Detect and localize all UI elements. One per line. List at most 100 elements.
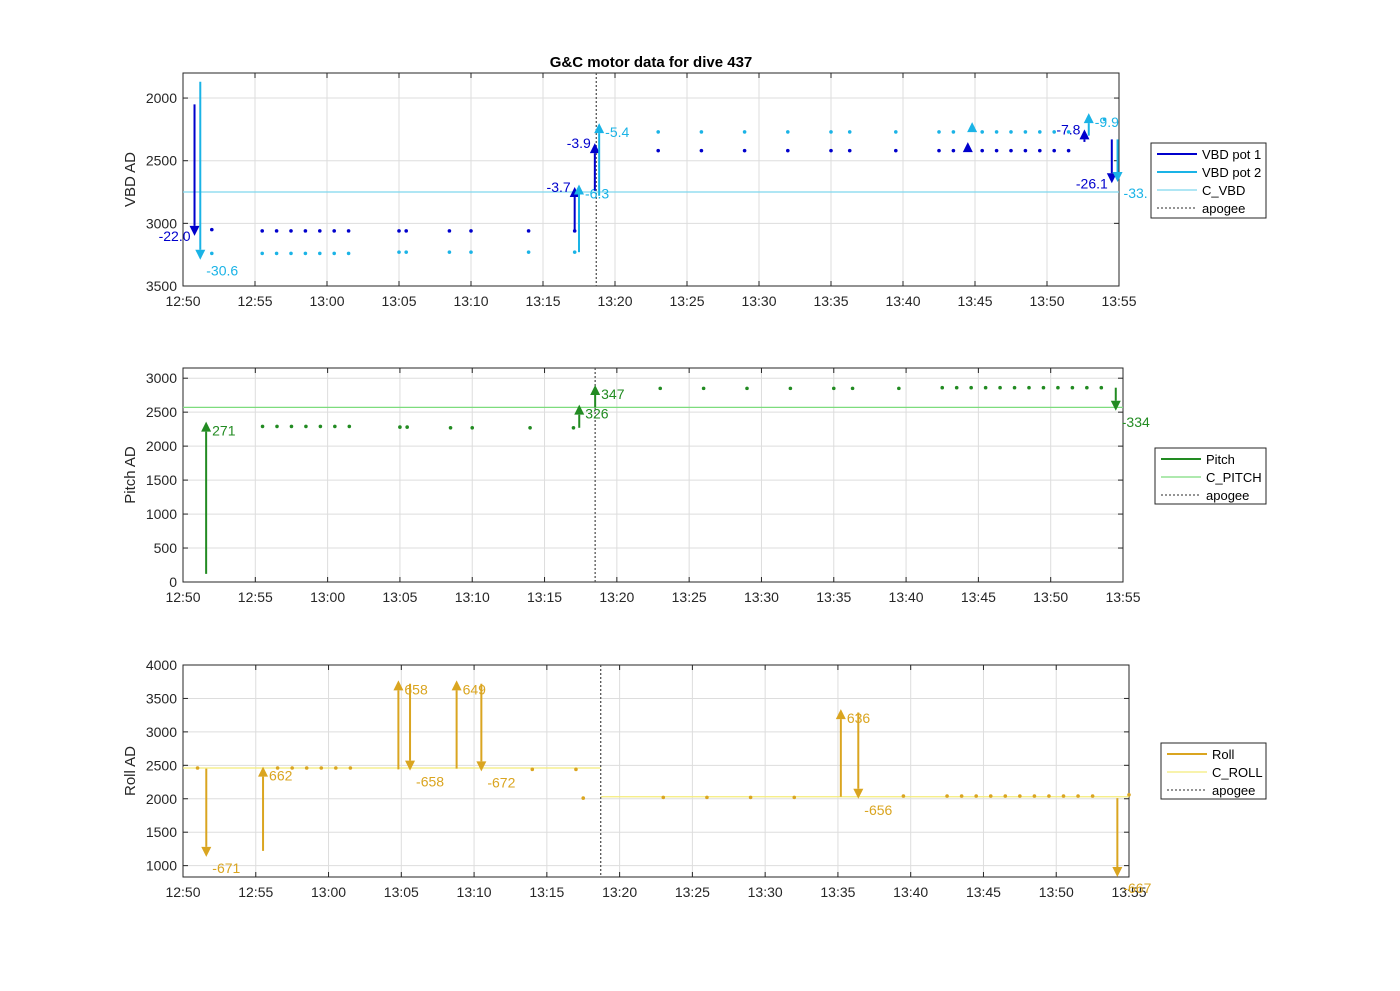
data-point: [1018, 794, 1022, 798]
data-point: [969, 385, 973, 390]
arrow-value-label: -30.6: [206, 263, 238, 279]
data-point: [319, 766, 324, 770]
data-point: [1066, 148, 1071, 153]
x-tick-label: 13:50: [1029, 293, 1064, 309]
data-point: [959, 794, 964, 798]
data-point: [701, 386, 706, 391]
x-tick-label: 13:40: [885, 293, 920, 309]
x-tick-label: 13:25: [672, 589, 707, 605]
data-point: [954, 385, 959, 390]
data-point: [1038, 130, 1042, 134]
data-point: [980, 148, 984, 153]
data-point: [347, 424, 352, 429]
data-point: [1102, 117, 1107, 122]
x-tick-label: 13:40: [893, 884, 928, 900]
data-point: [901, 794, 906, 798]
y-tick-label: 3500: [146, 690, 177, 706]
data-point: [748, 795, 753, 800]
motor-move-arrow-head: [1112, 172, 1123, 183]
x-tick-label: 13:25: [669, 293, 704, 309]
motor-move-arrow-head: [201, 421, 212, 432]
panel-1: 12:50 12:55 13:00 13:05 13:10 13:15 13:20 13:25…: [122, 54, 1267, 309]
arrow-value-label: -671: [212, 860, 240, 876]
x-tick-label: 13:00: [310, 589, 345, 605]
plot-area: [183, 665, 1129, 877]
data-point: [260, 251, 265, 256]
data-point: [658, 386, 663, 391]
y-tick-label: 3000: [146, 215, 177, 231]
x-tick-label: 13:10: [453, 293, 488, 309]
panel-3: 12:50 12:55 13:00 13:05 13:10 13:15 13:20 13:25…: [122, 657, 1267, 900]
legend-box: [1150, 142, 1267, 219]
data-point: [1023, 148, 1028, 153]
data-point: [1047, 794, 1051, 798]
y-tick-label: 3000: [146, 724, 177, 740]
arrow-value-label: 347: [601, 386, 625, 402]
y-tick-label: 0: [169, 574, 177, 590]
x-tick-label: 13:30: [744, 589, 779, 605]
data-point: [289, 251, 293, 256]
data-point: [998, 385, 1002, 390]
data-point: [530, 767, 535, 772]
data-point: [404, 229, 409, 233]
x-tick-label: 12:55: [237, 293, 272, 309]
motor-move-arrow-head: [1106, 173, 1117, 184]
x-tick-label: 13:05: [382, 589, 417, 605]
data-point: [974, 794, 978, 798]
motor-move-arrow-head: [201, 846, 212, 857]
data-point: [334, 766, 338, 770]
data-point: [528, 425, 532, 430]
data-point: [1003, 794, 1008, 798]
legend-label: C_PITCH: [1206, 470, 1262, 485]
arrow-value-label: 662: [269, 768, 293, 784]
data-point: [289, 229, 293, 233]
arrow-value-label: -6.3: [585, 186, 609, 202]
arrow-value-label: -656: [864, 802, 892, 818]
data-point: [1052, 148, 1056, 153]
plot-area: [183, 368, 1123, 582]
x-tick-label: 13:25: [675, 884, 710, 900]
x-tick-label: 13:05: [384, 884, 419, 900]
y-tick-label: 2000: [146, 90, 177, 106]
data-point: [742, 148, 747, 153]
x-tick-label: 13:35: [813, 293, 848, 309]
data-point: [1076, 794, 1080, 798]
data-point: [572, 250, 577, 254]
x-tick-label: 12:55: [238, 589, 273, 605]
arrow-value-label: -3.7: [547, 179, 571, 195]
motor-move-arrow-head: [574, 404, 585, 415]
legend-label: Roll: [1212, 747, 1235, 762]
legend-label: C_ROLL: [1212, 765, 1263, 780]
legend-label: C_VBD: [1202, 183, 1245, 198]
x-tick-label: 13:50: [1033, 589, 1068, 605]
data-point: [346, 251, 351, 256]
x-tick-label: 12:50: [165, 884, 200, 900]
x-tick-label: 13:10: [457, 884, 492, 900]
x-tick-label: 13:55: [1111, 884, 1146, 900]
arrow-value-label: -9.9: [1095, 114, 1119, 130]
data-point: [210, 251, 214, 256]
data-point: [318, 251, 322, 256]
chart-title: G&C motor data for dive 437: [550, 54, 753, 71]
data-point: [786, 148, 790, 153]
x-tick-label: 13:55: [1105, 589, 1140, 605]
triangle-marker: [967, 122, 978, 133]
x-tick-label: 12:50: [165, 589, 200, 605]
data-point: [945, 794, 949, 798]
data-point: [260, 424, 265, 429]
x-tick-label: 13:20: [599, 589, 634, 605]
y-tick-label: 3500: [146, 278, 177, 294]
data-point: [332, 229, 337, 233]
data-point: [1056, 385, 1060, 390]
motor-move-arrow-head: [393, 680, 404, 691]
data-point: [1099, 385, 1104, 390]
x-tick-label: 13:55: [1101, 293, 1136, 309]
arrow-value-label: 326: [585, 406, 609, 422]
data-point: [742, 130, 747, 134]
y-tick-label: 2500: [146, 153, 177, 169]
x-tick-label: 13:45: [961, 589, 996, 605]
y-tick-label: 1000: [146, 858, 177, 874]
